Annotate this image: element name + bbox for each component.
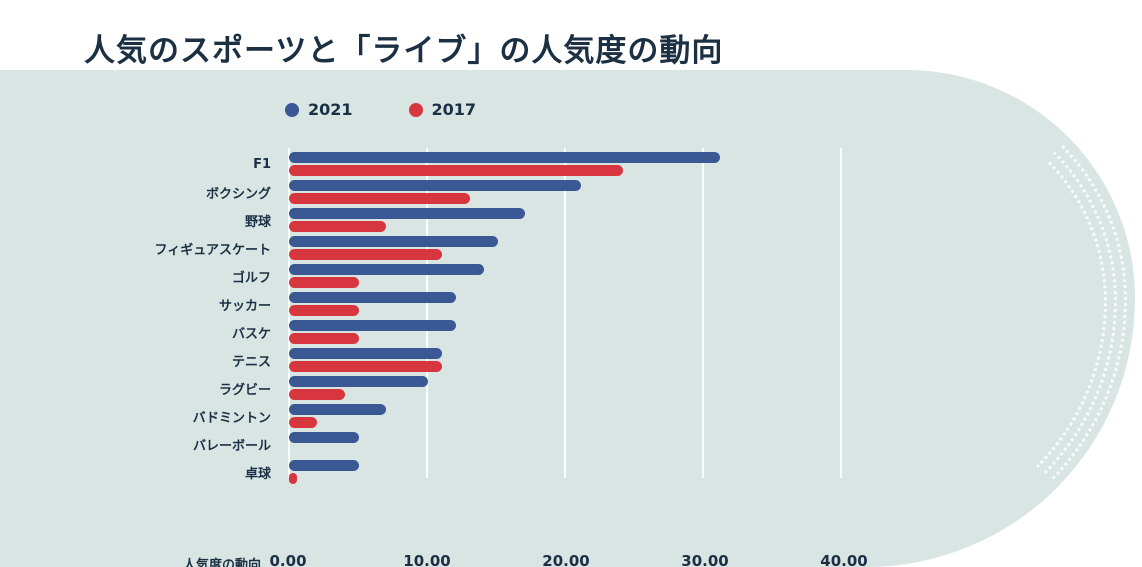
bar-group [280, 292, 860, 316]
category-label: 野球 [244, 214, 271, 230]
category-label: バドミントン [192, 410, 271, 426]
bar-2017 [289, 165, 623, 176]
bar-group [280, 432, 860, 456]
bar-2017 [289, 361, 442, 372]
chart-row: サッカー [0, 290, 900, 318]
chart-row: 卓球 [0, 458, 900, 486]
bar-group [280, 180, 860, 204]
bar-2021 [289, 208, 526, 219]
category-label: ボクシング [205, 186, 271, 202]
bar-2021 [289, 320, 456, 331]
legend-item-2017: 2017 [408, 100, 477, 119]
chart-row: バレーボール [0, 430, 900, 458]
chart-row: テニス [0, 346, 900, 374]
x-axis: 人気度の動向 0.00 10.00 20.00 30.00 40.00 [0, 552, 900, 567]
x-axis-tick: 20.00 [542, 552, 590, 567]
page-title: 人気のスポーツと「ライブ」の人気度の動向 [84, 32, 724, 69]
bar-2021 [289, 348, 442, 359]
x-axis-ticks: 0.00 10.00 20.00 30.00 40.00 [269, 552, 867, 567]
bar-group [280, 236, 860, 260]
chart-row: バドミントン [0, 402, 900, 430]
bar-2017 [289, 417, 317, 428]
chart-row: ラグビー [0, 374, 900, 402]
chart-row: フィギュアスケート [0, 234, 900, 262]
legend-dot-icon [408, 102, 423, 117]
chart-row: ゴルフ [0, 262, 900, 290]
bar-2021 [289, 460, 359, 471]
category-label: F1 [253, 156, 271, 172]
bar-2017 [289, 473, 297, 484]
legend: 2021 2017 [285, 100, 476, 119]
bar-group [280, 208, 860, 232]
category-label: フィギュアスケート [154, 242, 271, 258]
category-label: バレーボール [192, 438, 271, 454]
x-axis-tick: 30.00 [681, 552, 729, 567]
bar-2021 [289, 432, 359, 443]
x-axis-tick: 10.00 [403, 552, 451, 567]
bar-group [280, 152, 860, 176]
bar-2017 [289, 305, 359, 316]
bar-2021 [289, 292, 456, 303]
bar-chart: F1 ボクシング野球フィギュアスケートゴルフサッカーバスケテニスラグビーバドミント… [0, 150, 900, 486]
x-axis-title: 人気度の動向 [183, 558, 262, 567]
category-label: サッカー [218, 298, 271, 314]
category-label: テニス [231, 354, 271, 370]
chart-row: F1 [0, 150, 900, 178]
bar-group [280, 460, 860, 484]
category-label: 卓球 [244, 466, 271, 482]
bar-2021 [289, 236, 498, 247]
bar-2017 [289, 193, 470, 204]
bar-2021 [289, 264, 484, 275]
bar-2021 [289, 152, 720, 163]
bar-2021 [289, 404, 387, 415]
bar-group [280, 348, 860, 372]
category-label: バスケ [231, 326, 271, 342]
legend-label: 2017 [431, 100, 477, 119]
legend-item-2021: 2021 [285, 100, 353, 119]
bar-2021 [289, 180, 581, 191]
bar-group [280, 320, 860, 344]
category-label: ラグビー [218, 382, 271, 398]
bar-2017 [289, 277, 359, 288]
x-axis-tick: 0.00 [269, 552, 307, 567]
x-axis-tick: 40.00 [820, 552, 868, 567]
bar-2021 [289, 376, 428, 387]
chart-row: ボクシング [0, 178, 900, 206]
bar-group [280, 264, 860, 288]
bar-2017 [289, 389, 345, 400]
chart-panel: 2021 2017 F1 ボクシング野球フィギュアスケートゴルフサッカーバスケテニス… [0, 70, 1135, 567]
chart-row: 野球 [0, 206, 900, 234]
legend-dot-icon [285, 102, 299, 117]
chart-row: バスケ [0, 318, 900, 346]
category-label: ゴルフ [231, 270, 271, 286]
bar-2017 [289, 249, 442, 260]
legend-label: 2021 [308, 100, 353, 119]
bar-2017 [289, 333, 359, 344]
bar-group [280, 404, 860, 428]
bar-2017 [289, 221, 387, 232]
bar-group [280, 376, 860, 400]
